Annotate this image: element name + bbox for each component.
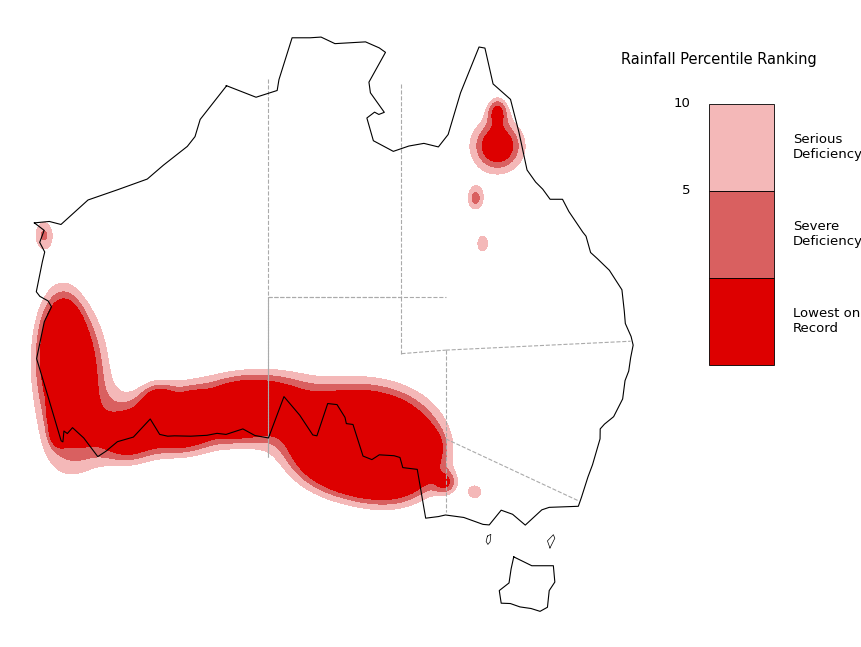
Text: 10: 10 — [672, 98, 690, 111]
Text: Serious
Deficiency: Serious Deficiency — [792, 133, 861, 161]
Text: Severe
Deficiency: Severe Deficiency — [792, 220, 861, 248]
Text: 5: 5 — [681, 184, 690, 197]
Bar — [709, 278, 773, 365]
Text: Lowest on
Record: Lowest on Record — [792, 307, 859, 335]
Bar — [709, 191, 773, 278]
Bar — [709, 104, 773, 191]
Text: Rainfall Percentile Ranking: Rainfall Percentile Ranking — [620, 52, 815, 67]
